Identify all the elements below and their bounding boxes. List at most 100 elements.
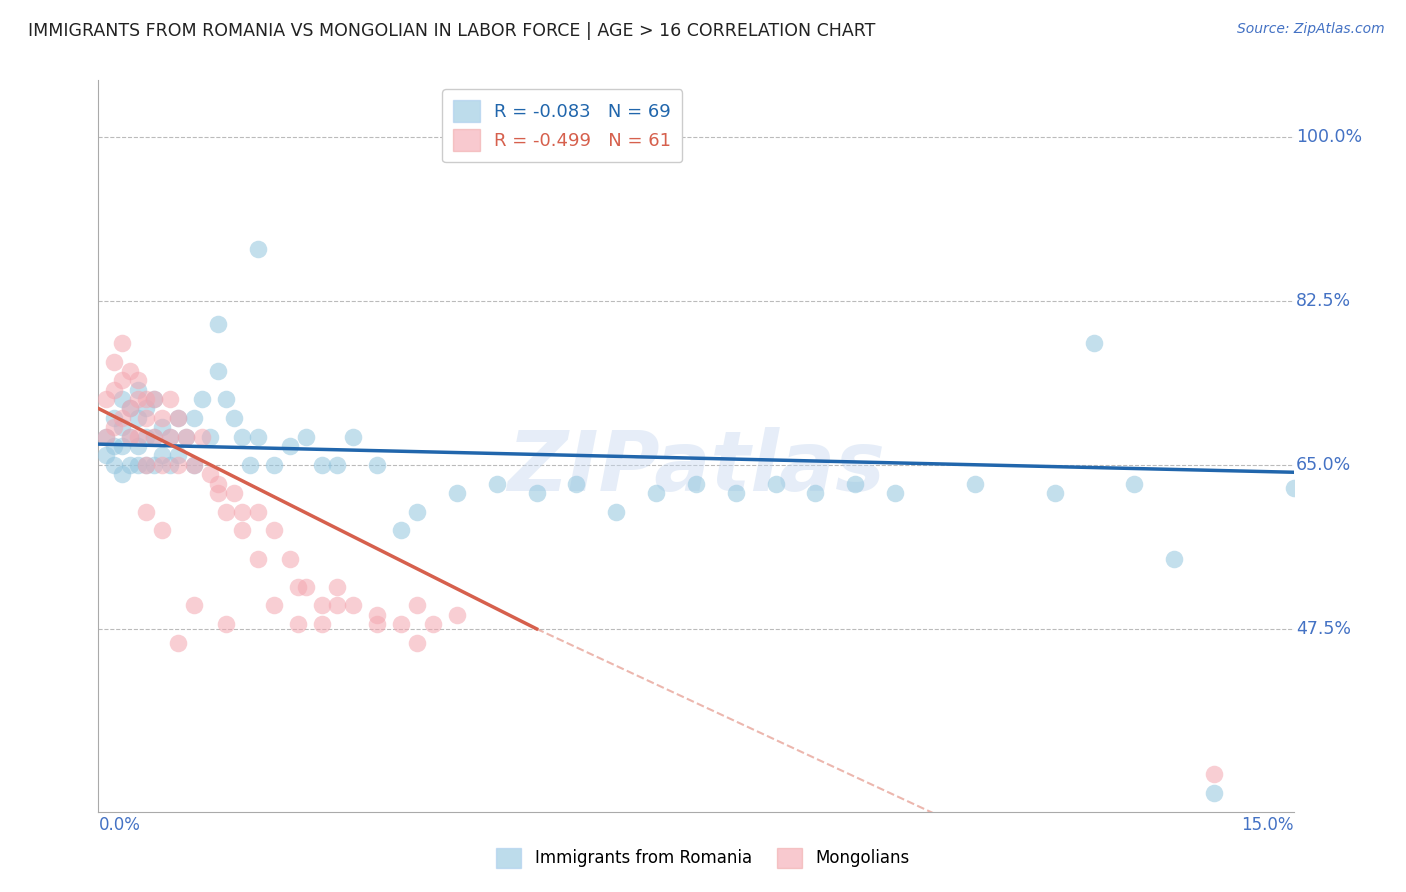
- Text: 65.0%: 65.0%: [1296, 456, 1351, 474]
- Point: [326, 580, 349, 594]
- Point: [167, 410, 190, 425]
- Point: [143, 429, 166, 443]
- Point: [294, 580, 316, 594]
- Point: [198, 467, 221, 482]
- Point: [150, 410, 173, 425]
- Point: [111, 373, 134, 387]
- Point: [183, 458, 205, 472]
- Point: [135, 505, 157, 519]
- Point: [844, 476, 866, 491]
- Point: [246, 242, 269, 256]
- Point: [111, 335, 134, 350]
- Point: [231, 505, 253, 519]
- Point: [287, 580, 309, 594]
- Point: [765, 476, 787, 491]
- Point: [103, 383, 125, 397]
- Point: [120, 458, 142, 472]
- Point: [143, 392, 166, 406]
- Point: [111, 439, 134, 453]
- Point: [135, 401, 157, 416]
- Point: [135, 458, 157, 472]
- Point: [1282, 481, 1305, 495]
- Point: [1043, 486, 1066, 500]
- Point: [127, 373, 149, 387]
- Point: [143, 458, 166, 472]
- Point: [127, 458, 149, 472]
- Point: [963, 476, 986, 491]
- Point: [446, 607, 468, 622]
- Point: [246, 429, 269, 443]
- Point: [342, 429, 364, 443]
- Point: [143, 392, 166, 406]
- Point: [127, 439, 149, 453]
- Point: [191, 392, 214, 406]
- Point: [263, 458, 285, 472]
- Point: [167, 636, 190, 650]
- Point: [103, 410, 125, 425]
- Text: 0.0%: 0.0%: [98, 816, 141, 834]
- Point: [207, 486, 229, 500]
- Point: [239, 458, 262, 472]
- Legend: R = -0.083   N = 69, R = -0.499   N = 61: R = -0.083 N = 69, R = -0.499 N = 61: [441, 89, 682, 162]
- Point: [222, 486, 245, 500]
- Point: [135, 458, 157, 472]
- Point: [174, 429, 197, 443]
- Point: [167, 449, 190, 463]
- Point: [120, 429, 142, 443]
- Point: [287, 617, 309, 632]
- Text: 47.5%: 47.5%: [1296, 620, 1351, 638]
- Point: [96, 449, 118, 463]
- Point: [605, 505, 627, 519]
- Point: [143, 429, 166, 443]
- Point: [150, 458, 173, 472]
- Point: [366, 617, 388, 632]
- Legend: Immigrants from Romania, Mongolians: Immigrants from Romania, Mongolians: [489, 841, 917, 875]
- Point: [120, 429, 142, 443]
- Point: [263, 599, 285, 613]
- Point: [685, 476, 707, 491]
- Point: [1123, 476, 1146, 491]
- Point: [159, 429, 181, 443]
- Point: [207, 476, 229, 491]
- Point: [231, 524, 253, 538]
- Point: [724, 486, 747, 500]
- Point: [111, 420, 134, 434]
- Point: [884, 486, 907, 500]
- Point: [167, 458, 190, 472]
- Point: [278, 551, 301, 566]
- Point: [263, 524, 285, 538]
- Point: [127, 392, 149, 406]
- Point: [159, 458, 181, 472]
- Point: [150, 420, 173, 434]
- Point: [207, 364, 229, 378]
- Point: [127, 410, 149, 425]
- Point: [207, 317, 229, 331]
- Point: [326, 458, 349, 472]
- Point: [311, 599, 333, 613]
- Point: [446, 486, 468, 500]
- Point: [120, 401, 142, 416]
- Point: [135, 429, 157, 443]
- Point: [1202, 786, 1225, 800]
- Point: [1202, 767, 1225, 781]
- Point: [159, 429, 181, 443]
- Point: [167, 410, 190, 425]
- Point: [111, 467, 134, 482]
- Point: [215, 392, 238, 406]
- Point: [294, 429, 316, 443]
- Point: [215, 505, 238, 519]
- Text: 15.0%: 15.0%: [1241, 816, 1294, 834]
- Point: [198, 429, 221, 443]
- Text: IMMIGRANTS FROM ROMANIA VS MONGOLIAN IN LABOR FORCE | AGE > 16 CORRELATION CHART: IMMIGRANTS FROM ROMANIA VS MONGOLIAN IN …: [28, 22, 876, 40]
- Point: [366, 458, 388, 472]
- Point: [311, 617, 333, 632]
- Point: [406, 505, 429, 519]
- Point: [183, 458, 205, 472]
- Point: [111, 392, 134, 406]
- Point: [135, 392, 157, 406]
- Point: [246, 551, 269, 566]
- Point: [422, 617, 444, 632]
- Point: [120, 401, 142, 416]
- Point: [485, 476, 508, 491]
- Point: [311, 458, 333, 472]
